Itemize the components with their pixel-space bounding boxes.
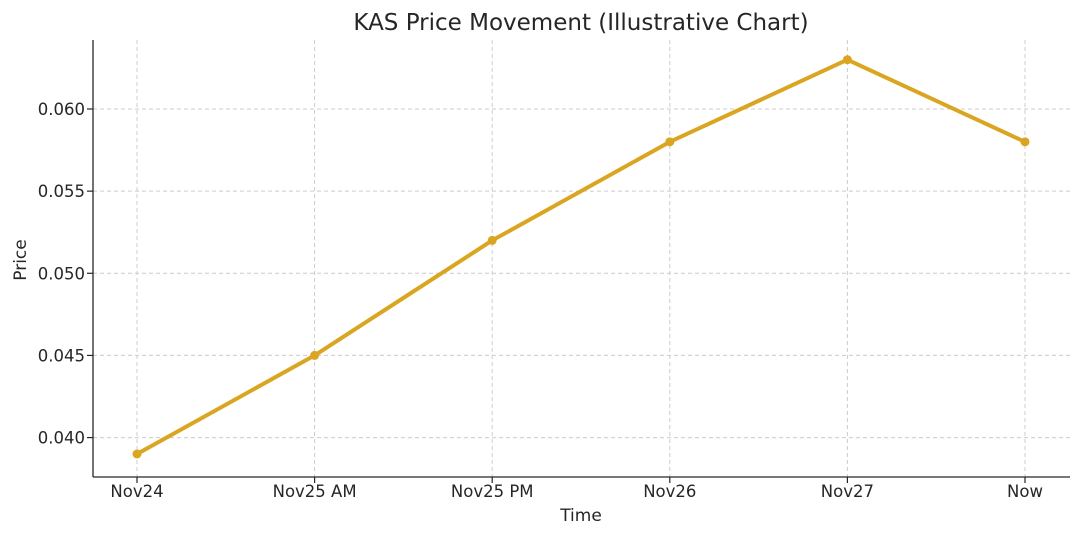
x-tick-label: Nov27 bbox=[821, 482, 874, 501]
chart-title: KAS Price Movement (Illustrative Chart) bbox=[353, 10, 808, 36]
series-layer bbox=[132, 55, 1030, 459]
data-point bbox=[132, 449, 142, 459]
x-tick-label: Nov26 bbox=[643, 482, 696, 501]
data-point bbox=[487, 235, 497, 245]
data-point bbox=[842, 55, 852, 65]
x-axis-label: Time bbox=[559, 506, 602, 526]
x-tick-label: Now bbox=[1007, 482, 1043, 501]
y-tick-label: 0.055 bbox=[38, 182, 85, 201]
data-point bbox=[310, 350, 320, 360]
data-point bbox=[665, 137, 675, 147]
y-tick-label: 0.045 bbox=[38, 346, 85, 365]
series-line bbox=[135, 57, 1027, 456]
y-tick-label: 0.060 bbox=[38, 100, 85, 119]
x-tick-label: Nov25 AM bbox=[273, 482, 357, 501]
data-point bbox=[1020, 137, 1030, 147]
axes: 0.040 0.045 0.050 0.055 0.060 Nov24 Nov25 AM No… bbox=[38, 40, 1070, 501]
y-tick-label: 0.040 bbox=[38, 429, 85, 448]
grid-lines bbox=[93, 40, 1070, 477]
x-tick-label: Nov25 PM bbox=[451, 482, 534, 501]
x-tick-label: Nov24 bbox=[110, 482, 163, 501]
y-tick-label: 0.050 bbox=[38, 264, 85, 283]
y-axis-label: Price bbox=[11, 239, 31, 280]
